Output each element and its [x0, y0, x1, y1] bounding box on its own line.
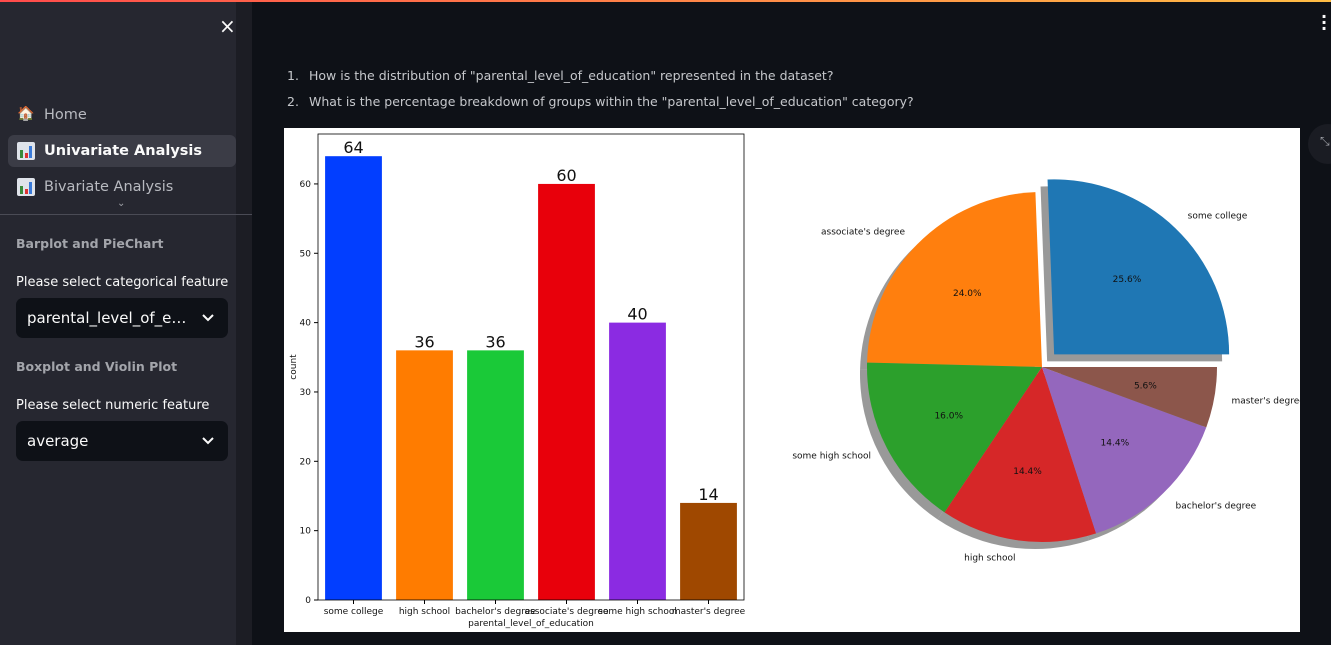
- y-tick-label: 30: [300, 388, 312, 398]
- sidebar-item-univariate[interactable]: Univariate Analysis: [8, 135, 236, 167]
- sidebar-item-bivariate[interactable]: Bivariate Analysis: [8, 171, 236, 203]
- bar: [396, 350, 453, 600]
- bar: [325, 156, 382, 600]
- pie-label: master's degree: [1232, 397, 1300, 407]
- x-tick-label: some high school: [598, 607, 677, 617]
- x-tick-label: master's degree: [672, 607, 746, 617]
- pie-label: some college: [1188, 212, 1248, 222]
- chevron-down-icon: [202, 314, 214, 322]
- numeric-select-label: Please select numeric feature: [16, 398, 210, 413]
- bar-data-label: 60: [556, 166, 576, 185]
- pie-pct-label: 16.0%: [934, 411, 963, 421]
- y-tick-label: 0: [305, 596, 311, 606]
- section-heading: Boxplot and Violin Plot: [16, 359, 178, 374]
- x-tick-label: bachelor's degree: [455, 607, 536, 617]
- main-menu-button[interactable]: · · ·: [1321, 7, 1328, 38]
- bar-data-label: 14: [698, 485, 718, 504]
- nav-divider: [0, 214, 252, 215]
- sidebar-item-label: Univariate Analysis: [44, 143, 203, 159]
- select-value: average: [27, 432, 89, 450]
- chart-canvas: 64 some college 36 high school 36 bachelor's …: [289, 133, 1305, 629]
- pie-pct-label: 24.0%: [953, 289, 982, 299]
- bar: [609, 322, 666, 600]
- bar-data-label: 36: [414, 332, 434, 351]
- question-item: 1. How is the distribution of "parental_l…: [287, 68, 834, 83]
- x-tick-label: high school: [399, 607, 450, 617]
- sidebar-scroll-gutter: [236, 2, 252, 645]
- y-tick-label: 10: [300, 527, 312, 537]
- y-tick-label: 60: [300, 180, 312, 190]
- close-sidebar-button[interactable]: ×: [219, 14, 236, 38]
- pie-pct-label: 5.6%: [1134, 381, 1157, 391]
- pie-pct-label: 14.4%: [1101, 439, 1130, 449]
- sidebar-item-home[interactable]: 🏠 Home: [8, 99, 236, 131]
- fullscreen-expand-button[interactable]: ⤡: [1308, 124, 1331, 164]
- bar: [680, 502, 737, 600]
- pie-slice: [1042, 367, 1217, 428]
- top-decoration: [0, 0, 1331, 2]
- pie-slice: [867, 192, 1042, 367]
- section-heading: Barplot and PieChart: [16, 236, 164, 251]
- pie-slice: [866, 362, 1042, 513]
- pie-label: high school: [964, 554, 1015, 564]
- sidebar-item-label: Bivariate Analysis: [44, 179, 174, 195]
- question-item: 2. What is the percentage breakdown of gr…: [287, 94, 914, 109]
- pie-slice: [1042, 367, 1207, 534]
- bar: [538, 183, 595, 600]
- bar: [467, 350, 524, 600]
- pie-label: associate's degree: [821, 228, 905, 238]
- bar-data-label: 40: [627, 305, 647, 324]
- house-icon: 🏠: [17, 106, 35, 122]
- bar-data-label: 36: [485, 332, 505, 351]
- select-value: parental_level_of_e…: [27, 309, 187, 327]
- pie-label: some high school: [792, 451, 871, 461]
- pie-label: bachelor's degree: [1176, 502, 1257, 512]
- pie-slice: [944, 367, 1097, 542]
- pie-pct-label: 25.6%: [1113, 275, 1142, 285]
- y-axis-label: count: [289, 354, 299, 380]
- bar-data-label: 64: [343, 138, 363, 157]
- numeric-feature-select[interactable]: average: [16, 421, 228, 461]
- axes-frame: [317, 133, 745, 601]
- y-tick-label: 40: [300, 319, 312, 329]
- pie-pct-label: 14.4%: [1013, 467, 1042, 477]
- categorical-select-label: Please select categorical feature: [16, 275, 229, 290]
- x-tick-label: associate's degree: [525, 607, 609, 617]
- bar-chart-icon: [17, 178, 35, 196]
- x-axis-label: parental_level_of_education: [468, 619, 594, 629]
- sidebar-item-label: Home: [44, 107, 87, 123]
- x-tick-label: some college: [324, 607, 384, 617]
- y-tick-label: 50: [300, 249, 312, 259]
- pie-slice: [1047, 179, 1230, 355]
- categorical-feature-select[interactable]: parental_level_of_e…: [16, 298, 228, 338]
- expand-nav-chevron-icon[interactable]: ⌄: [117, 198, 126, 209]
- y-tick-label: 20: [300, 457, 312, 467]
- chevron-down-icon: [202, 437, 214, 445]
- bar-chart-icon: [17, 142, 35, 160]
- figure: 64 some college 36 high school 36 bachelor's …: [284, 128, 1305, 632]
